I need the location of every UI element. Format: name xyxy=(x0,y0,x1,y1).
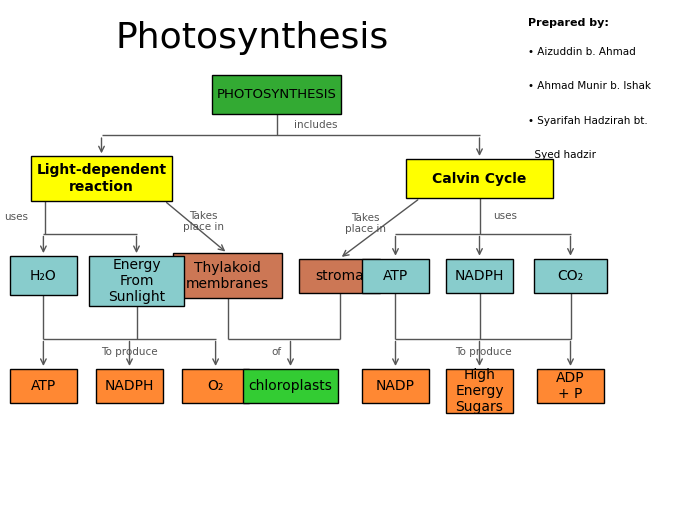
Text: NADP: NADP xyxy=(376,379,415,393)
Text: uses: uses xyxy=(494,211,517,221)
FancyBboxPatch shape xyxy=(300,258,379,293)
FancyBboxPatch shape xyxy=(211,75,342,114)
Text: Takes
place in: Takes place in xyxy=(345,213,386,234)
Text: Takes
place in: Takes place in xyxy=(183,211,223,233)
Text: NADPH: NADPH xyxy=(455,269,504,282)
Text: To produce: To produce xyxy=(455,346,511,357)
Text: Photosynthesis: Photosynthesis xyxy=(116,21,388,55)
Text: To produce: To produce xyxy=(102,346,158,357)
Text: • Aizuddin b. Ahmad: • Aizuddin b. Ahmad xyxy=(528,47,636,57)
FancyBboxPatch shape xyxy=(538,369,603,403)
Text: CO₂: CO₂ xyxy=(557,269,584,282)
Text: O₂: O₂ xyxy=(207,379,224,393)
Text: ADP
+ P: ADP + P xyxy=(556,371,584,401)
FancyBboxPatch shape xyxy=(447,369,512,414)
FancyBboxPatch shape xyxy=(90,256,183,306)
FancyBboxPatch shape xyxy=(32,156,172,201)
FancyBboxPatch shape xyxy=(10,256,77,295)
Text: Thylakoid
membranes: Thylakoid membranes xyxy=(186,260,269,291)
Text: • Ahmad Munir b. Ishak: • Ahmad Munir b. Ishak xyxy=(528,81,652,91)
Text: stroma: stroma xyxy=(315,269,364,282)
Text: High
Energy
Sugars: High Energy Sugars xyxy=(455,368,504,414)
FancyBboxPatch shape xyxy=(447,258,512,293)
FancyBboxPatch shape xyxy=(533,258,608,293)
Text: • Syarifah Hadzirah bt.: • Syarifah Hadzirah bt. xyxy=(528,116,648,125)
FancyBboxPatch shape xyxy=(182,369,249,403)
Text: Prepared by:: Prepared by: xyxy=(528,18,610,28)
FancyBboxPatch shape xyxy=(10,369,77,403)
Text: PHOTOSYNTHESIS: PHOTOSYNTHESIS xyxy=(216,88,337,101)
Text: uses: uses xyxy=(4,212,28,222)
FancyBboxPatch shape xyxy=(406,159,553,198)
Text: H₂O: H₂O xyxy=(30,269,57,282)
Text: chloroplasts: chloroplasts xyxy=(248,379,332,393)
Text: Light-dependent
reaction: Light-dependent reaction xyxy=(36,163,167,194)
FancyBboxPatch shape xyxy=(174,254,281,298)
Text: Calvin Cycle: Calvin Cycle xyxy=(433,172,526,185)
Text: ATP: ATP xyxy=(383,269,408,282)
Text: ATP: ATP xyxy=(31,379,56,393)
FancyBboxPatch shape xyxy=(97,369,162,403)
FancyBboxPatch shape xyxy=(363,369,428,403)
Text: includes: includes xyxy=(294,120,337,130)
Text: NADPH: NADPH xyxy=(105,379,154,393)
Text: Syed hadzir: Syed hadzir xyxy=(528,150,596,160)
FancyBboxPatch shape xyxy=(244,369,337,403)
Text: of: of xyxy=(272,346,281,357)
Text: Energy
From
Sunlight: Energy From Sunlight xyxy=(108,258,165,304)
FancyBboxPatch shape xyxy=(363,258,428,293)
